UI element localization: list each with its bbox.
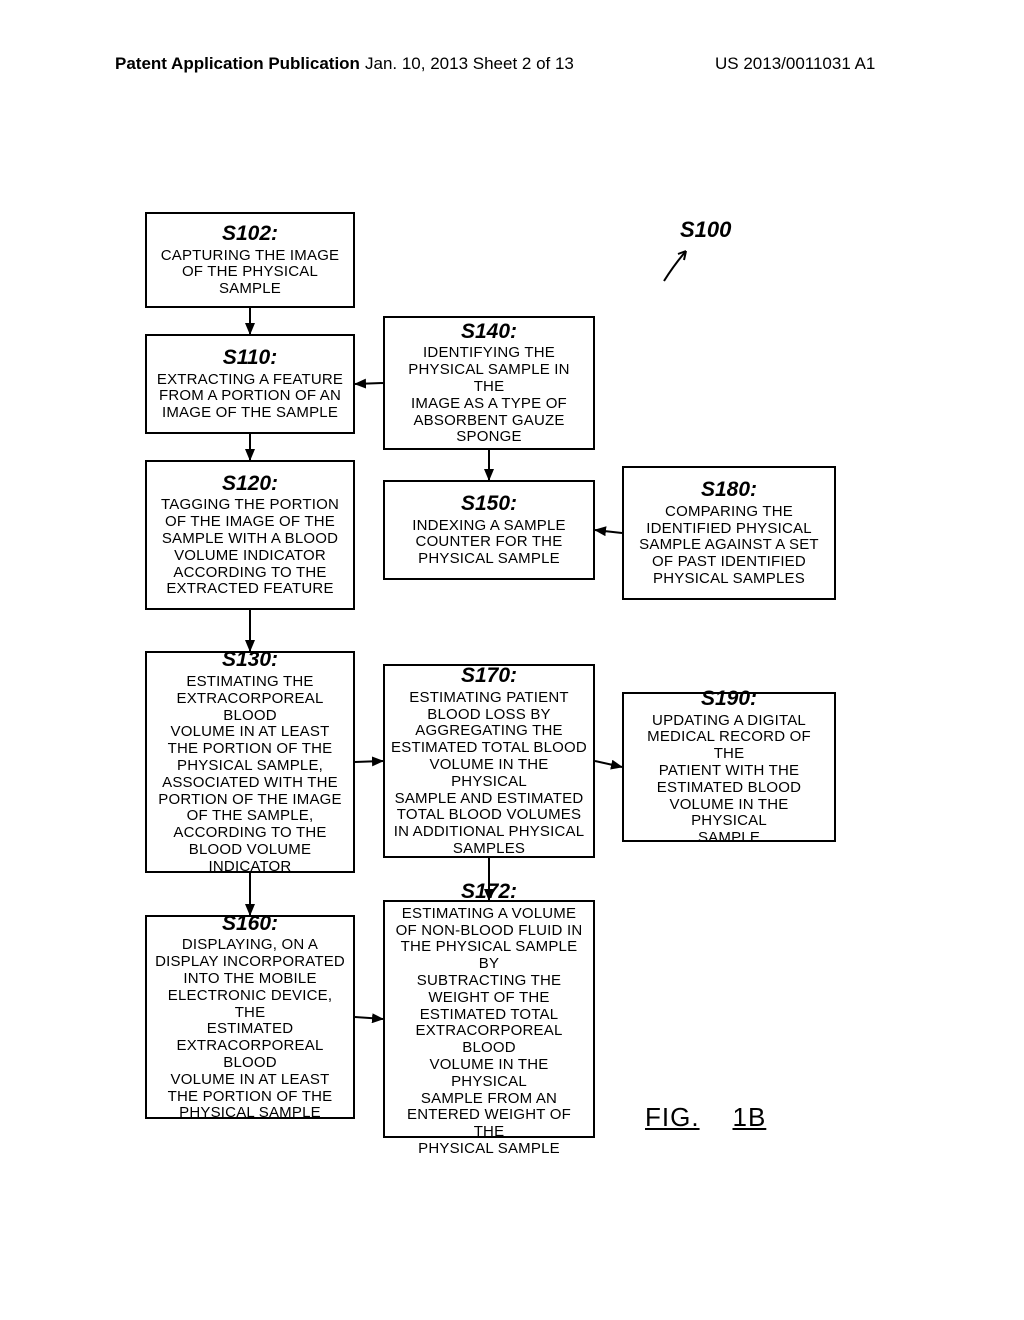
flow-step-s140: S140: IDENTIFYING THEPHYSICAL SAMPLE IN …	[383, 316, 595, 450]
step-id: S120:	[222, 472, 278, 496]
step-id: S170:	[461, 664, 517, 688]
step-text: ESTIMATING A VOLUMEOF NON-BLOOD FLUID IN…	[391, 906, 587, 1158]
step-id: S150:	[461, 492, 517, 516]
step-text: DISPLAYING, ON ADISPLAY INCORPORATEDINTO…	[153, 937, 347, 1122]
flow-step-s172: S172: ESTIMATING A VOLUMEOF NON-BLOOD FL…	[383, 900, 595, 1138]
flow-step-s120: S120: TAGGING THE PORTIONOF THE IMAGE OF…	[145, 460, 355, 610]
step-id: S140:	[461, 320, 517, 344]
figure-label-space	[708, 1102, 724, 1132]
step-id: S102:	[222, 222, 278, 246]
s100-ref-label: S100	[680, 217, 731, 243]
flow-step-s180: S180: COMPARING THEIDENTIFIED PHYSICALSA…	[622, 466, 836, 600]
header-right: US 2013/0011031 A1	[715, 54, 875, 74]
step-text: UPDATING A DIGITALMEDICAL RECORD OF THEP…	[630, 713, 828, 847]
header-left: Patent Application Publication	[115, 54, 360, 74]
flow-step-s170: S170: ESTIMATING PATIENTBLOOD LOSS BYAGG…	[383, 664, 595, 858]
step-id: S172:	[461, 880, 517, 904]
step-id: S190:	[701, 687, 757, 711]
step-text: ESTIMATING PATIENTBLOOD LOSS BYAGGREGATI…	[391, 690, 587, 858]
flow-step-s160: S160: DISPLAYING, ON ADISPLAY INCORPORAT…	[145, 915, 355, 1119]
header-mid: Jan. 10, 2013 Sheet 2 of 13	[365, 54, 574, 74]
step-id: S160:	[222, 912, 278, 936]
step-text: INDEXING A SAMPLECOUNTER FOR THEPHYSICAL…	[412, 518, 565, 568]
step-id: S130:	[222, 648, 278, 672]
figure-label-suffix: 1B	[732, 1102, 766, 1132]
step-id: S110:	[223, 346, 277, 370]
flow-step-s110: S110: EXTRACTING A FEATUREFROM A PORTION…	[145, 334, 355, 434]
step-text: COMPARING THEIDENTIFIED PHYSICALSAMPLE A…	[639, 504, 819, 588]
page-root: Patent Application Publication Jan. 10, …	[0, 0, 1024, 1320]
flow-step-s130: S130: ESTIMATING THEEXTRACORPOREAL BLOOD…	[145, 651, 355, 873]
flow-step-s150: S150: INDEXING A SAMPLECOUNTER FOR THEPH…	[383, 480, 595, 580]
step-text: TAGGING THE PORTIONOF THE IMAGE OF THESA…	[161, 497, 339, 598]
step-text: CAPTURING THE IMAGEOF THE PHYSICALSAMPLE	[161, 248, 340, 298]
step-text: ESTIMATING THEEXTRACORPOREAL BLOODVOLUME…	[153, 674, 347, 876]
step-text: EXTRACTING A FEATUREFROM A PORTION OF AN…	[157, 372, 343, 422]
flow-step-s102: S102: CAPTURING THE IMAGEOF THE PHYSICAL…	[145, 212, 355, 308]
s100-ref-mark-icon	[660, 245, 690, 285]
figure-label: FIG. 1B	[645, 1102, 766, 1133]
figure-label-prefix: FIG.	[645, 1102, 700, 1132]
step-text: IDENTIFYING THEPHYSICAL SAMPLE IN THEIMA…	[391, 345, 587, 446]
flow-step-s190: S190: UPDATING A DIGITALMEDICAL RECORD O…	[622, 692, 836, 842]
step-id: S180:	[701, 478, 757, 502]
